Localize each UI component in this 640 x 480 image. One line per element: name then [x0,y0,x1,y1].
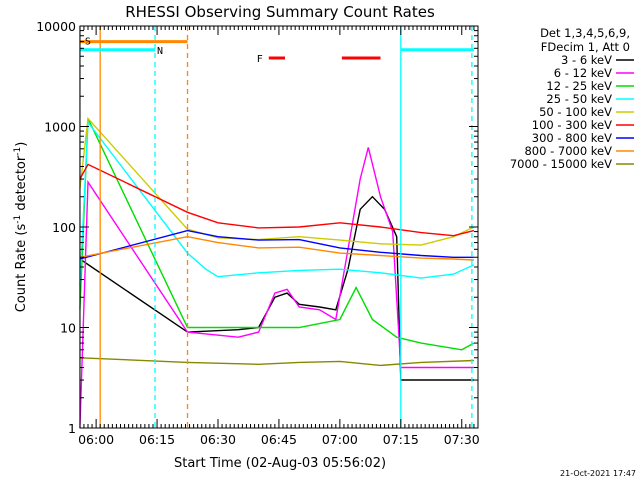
x-tick-label: 06:15 [139,432,175,447]
y-tick-label: 10000 [36,19,76,34]
legend-header-line-1: Det 1,3,4,5,6,9, [540,26,630,40]
legend-entry-label: 3 - 6 keV [561,53,612,67]
legend-entry-label: 25 - 50 keV [546,92,612,106]
y-tick-label: 10 [60,321,76,336]
y-tick-label: 1 [68,421,76,436]
series-line [79,116,475,246]
series-line [79,118,475,351]
series-line [79,229,474,260]
legend: Det 1,3,4,5,6,9, FDecim 1, Att 0 3 - 6 k… [510,26,634,171]
series-line [79,120,475,286]
legend-entry-label: 100 - 300 keV [532,118,612,132]
orbit-bar-label: S [85,37,91,48]
y-axis-label-mid: detector [14,155,29,215]
legend-entry-label: 7000 - 15000 keV [510,157,612,171]
legend-entry-label: 800 - 7000 keV [524,144,612,158]
flare-marker-label: F [257,54,263,65]
footer-date: 21-Oct-2021 17:47 [560,469,636,478]
series-line [79,235,474,261]
x-axis-label: Start Time (02-Aug-03 05:56:02) [174,456,386,471]
x-tick-label: 07:15 [383,432,419,447]
legend-header-line-2: FDecim 1, Att 0 [541,40,630,54]
series-line [79,357,474,367]
legend-entry-label: 12 - 25 keV [546,79,612,93]
x-tick-label: 07:00 [322,432,358,447]
series-line [79,195,474,381]
orbit-bar-label: N [157,46,163,57]
chart-title: RHESSI Observing Summary Count Rates [125,3,435,21]
y-axis-label-sup2: -1 [13,147,23,156]
markers-layer: S N F [79,26,474,428]
y-axis-label: Count Rate (s-1 detector-1) [13,142,29,313]
y-tick-label: 100 [52,220,76,235]
x-tick-label: 06:00 [78,432,114,447]
series-line [79,163,475,237]
y-axis-label-sup1: -1 [13,215,23,224]
legend-entry-label: 50 - 100 keV [539,105,612,119]
x-tick-label: 06:30 [200,432,236,447]
series-line [79,147,474,429]
legend-entry-label: 6 - 12 keV [554,66,612,80]
y-tick-label: 1000 [44,120,76,135]
axes-layer: 1 10 100 1000 10000 06:00 06:15 06:30 06:45 07:00… [36,19,480,447]
x-tick-label: 07:30 [444,432,480,447]
y-axis-label-end: ) [14,142,29,147]
series-layer [79,116,475,429]
y-axis-label-main: Count Rate (s [14,224,29,313]
legend-entry-label: 300 - 800 keV [532,131,612,145]
x-tick-label: 06:45 [261,432,297,447]
